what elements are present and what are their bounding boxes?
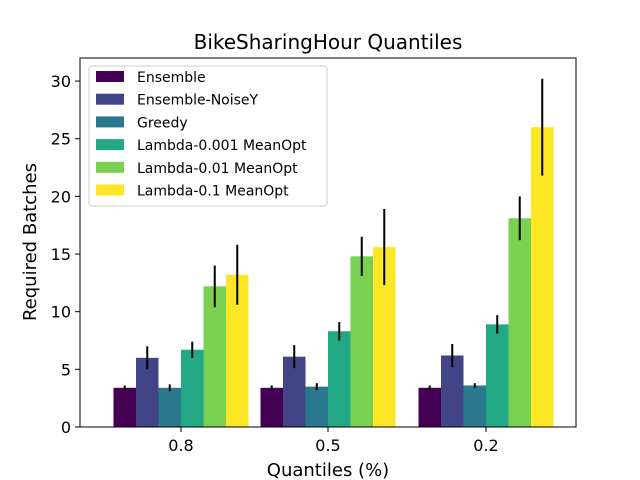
bar	[418, 387, 441, 427]
legend-swatch	[96, 139, 124, 151]
bar	[283, 356, 306, 427]
bars-layer	[113, 127, 554, 427]
bar	[260, 387, 283, 427]
x-axis: 0.8 0.5 0.2	[168, 427, 499, 455]
bar	[136, 357, 159, 427]
bar	[531, 127, 554, 427]
y-tick-label: 5	[61, 360, 71, 379]
legend-label: Lambda-0.1 MeanOpt	[137, 184, 289, 200]
y-tick-label: 25	[51, 130, 71, 149]
bar	[113, 387, 136, 427]
legend-swatch	[96, 116, 124, 128]
bar	[350, 256, 373, 427]
legend-label: Lambda-0.001 MeanOpt	[137, 138, 307, 154]
bar	[486, 324, 509, 427]
bar	[328, 331, 351, 427]
y-tick-label: 10	[51, 303, 71, 322]
y-axis-label: Required Batches	[20, 163, 41, 321]
x-tick-label: 0.2	[473, 436, 498, 455]
y-tick-label: 0	[61, 418, 71, 437]
x-tick-label: 0.8	[168, 436, 193, 455]
x-axis-label: Quantiles (%)	[267, 460, 389, 480]
legend-swatch	[96, 93, 124, 105]
legend-box	[88, 65, 328, 207]
bar	[181, 349, 204, 427]
bar	[203, 286, 226, 427]
x-tick-label: 0.5	[315, 436, 340, 455]
error-bars-layer	[123, 78, 544, 392]
legend-label: Greedy	[137, 115, 188, 131]
bar	[373, 247, 396, 427]
bar	[441, 355, 464, 427]
legend-label: Lambda-0.01 MeanOpt	[137, 161, 298, 177]
y-tick-label: 30	[51, 72, 71, 91]
bar	[158, 387, 181, 427]
bar	[226, 274, 249, 427]
legend-label: Ensemble	[137, 70, 206, 86]
y-tick-label: 15	[51, 245, 71, 264]
bar	[305, 386, 328, 427]
bar	[508, 218, 531, 427]
y-axis: 0 5 10 15 20 25 30	[51, 72, 80, 437]
legend: Ensemble Ensemble-NoiseY Greedy Lambda-0.00…	[88, 65, 328, 207]
y-tick-label: 20	[51, 187, 71, 206]
legend-swatch	[96, 71, 124, 82]
legend-label: Ensemble-NoiseY	[137, 93, 259, 109]
legend-swatch	[96, 184, 124, 196]
bar	[463, 385, 486, 427]
chart-title: BikeSharingHour Quantiles	[194, 30, 463, 54]
legend-swatch	[96, 161, 124, 173]
